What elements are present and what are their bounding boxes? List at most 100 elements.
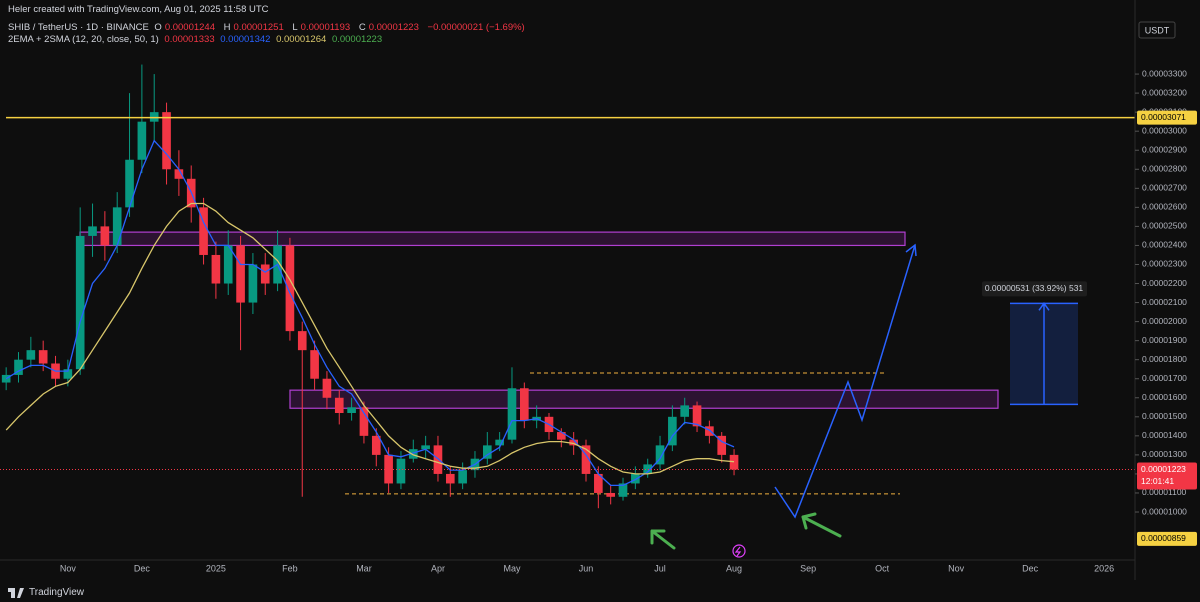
candle-body	[112, 207, 122, 246]
candle-body	[692, 405, 702, 427]
x-tick-label: Sep	[800, 563, 816, 573]
candle-body	[297, 331, 307, 351]
candle-body	[1, 374, 11, 383]
candle-body	[458, 470, 467, 484]
credit: Heler created with TradingView.com, Aug …	[8, 4, 272, 16]
pointer-arrow	[650, 529, 676, 550]
candle-body	[223, 245, 233, 284]
candle-body	[334, 397, 344, 414]
candle-body	[174, 169, 184, 179]
ohlc-value: 0.00001244	[164, 22, 216, 33]
measure-arrow	[1038, 302, 1050, 405]
candle-body	[655, 445, 665, 465]
y-tick-label: 0.00002700	[1142, 183, 1187, 193]
y-tick-label: 0.00001800	[1142, 354, 1187, 364]
candle-body	[705, 426, 714, 436]
y-tick-label: 0.00003300	[1142, 68, 1187, 78]
candle-body	[125, 159, 134, 208]
candle-body	[260, 264, 270, 284]
y-tick-label: 0.00002200	[1142, 278, 1187, 288]
symbol-line: SHIB / TetherUS · 1D · BINANCE O 0.000012…	[8, 22, 528, 34]
brand: TradingView	[29, 587, 85, 598]
event-circle	[732, 544, 746, 558]
ohlc: O 0.00001244	[154, 22, 218, 33]
y-tick-label: 0.00001500	[1142, 411, 1187, 421]
y-tick-label: 0.00002000	[1142, 316, 1187, 326]
ohlc-key: O	[154, 22, 162, 33]
y-tick-label: 0.00002900	[1142, 144, 1187, 154]
candle-body	[371, 435, 381, 455]
x-tick-label: Apr	[431, 563, 445, 573]
plot-area: 0.00000531 (33.92%) 531	[0, 64, 1135, 509]
y-tick-label: 0.00002400	[1142, 240, 1187, 250]
x-tick-label: Oct	[875, 563, 890, 573]
indicator-value: 0.00001333	[164, 34, 215, 45]
x-tick-label: Nov	[60, 563, 77, 573]
logo	[8, 587, 24, 598]
x-tick-label: Nov	[948, 563, 965, 573]
x-tick-label: May	[503, 563, 521, 573]
candle-body	[433, 445, 443, 474]
y-tick-label: 0.00001700	[1142, 373, 1187, 383]
y-tick-label: 0.00003000	[1142, 125, 1187, 135]
ohlc: C 0.00001223	[359, 22, 422, 33]
candle-body	[248, 264, 258, 303]
candle-body	[581, 445, 591, 474]
candle-body	[643, 464, 653, 474]
candle-body	[408, 449, 418, 459]
zone	[289, 389, 999, 409]
candle-body	[322, 378, 332, 398]
level-label: 0.00003071	[1141, 112, 1186, 122]
low-marker-label: 0.00000859	[1141, 533, 1186, 543]
pointer-arrow	[801, 512, 842, 538]
y-tick-label: 0.00001100	[1142, 487, 1187, 497]
projection-arrowhead	[905, 243, 917, 257]
candle-body	[631, 473, 640, 484]
indicator-line: 2EMA + 2SMA (12, 20, close, 50, 1) 0.000…	[8, 34, 385, 46]
candle-body	[680, 405, 690, 417]
candle-body	[421, 445, 430, 450]
y-tick-label: 0.00002800	[1142, 164, 1187, 174]
ohlc: L 0.00001193	[292, 22, 353, 33]
footer: TradingView	[8, 587, 84, 598]
candle-body	[557, 432, 566, 440]
x-tick-label: Jul	[654, 563, 666, 573]
y-tick-label: 0.00002100	[1142, 297, 1187, 307]
last-price-bg	[1137, 462, 1197, 490]
x-tick-label: Jun	[579, 563, 594, 573]
candle-body	[668, 416, 677, 446]
axis-layer: 0.000010000.000011000.000012000.00001300…	[60, 68, 1197, 573]
candle-body	[520, 388, 529, 421]
candle-body	[236, 245, 245, 303]
pointers	[650, 512, 842, 550]
credit-text: Heler created with TradingView.com, Aug …	[8, 4, 269, 15]
candle-body	[717, 435, 727, 455]
level-label-bg	[1137, 110, 1197, 125]
price-axis-bg	[1135, 0, 1200, 602]
x-tick-label: Feb	[282, 563, 298, 573]
candle-body	[618, 483, 628, 497]
candle-body	[14, 359, 23, 375]
x-tick-label: 2026	[1094, 563, 1114, 573]
candle-body	[199, 207, 208, 255]
candle-body	[26, 350, 36, 360]
ohlc-key: H	[223, 22, 231, 33]
last-price-label: 0.00001223	[1141, 464, 1186, 474]
event-bolt	[734, 546, 742, 557]
y-tick-label: 0.00001600	[1142, 392, 1187, 402]
indicator: 2EMA + 2SMA (12, 20, close, 50, 1)	[8, 34, 159, 45]
x-tick-label: Aug	[726, 563, 742, 573]
candle-body	[606, 492, 615, 497]
change: −0.00000021 (−1.69%)	[427, 22, 525, 33]
candle-body	[310, 350, 319, 379]
y-tick-label: 0.00001000	[1142, 506, 1187, 516]
event-icon	[732, 544, 746, 558]
candle-body	[569, 439, 578, 446]
candle-body	[482, 445, 492, 459]
candle-body	[88, 226, 97, 236]
measure-label-bg	[982, 281, 1087, 297]
y-tick-label: 0.00002500	[1142, 221, 1187, 231]
candle-body	[63, 369, 73, 379]
y-tick-label: 0.00003200	[1142, 87, 1187, 97]
